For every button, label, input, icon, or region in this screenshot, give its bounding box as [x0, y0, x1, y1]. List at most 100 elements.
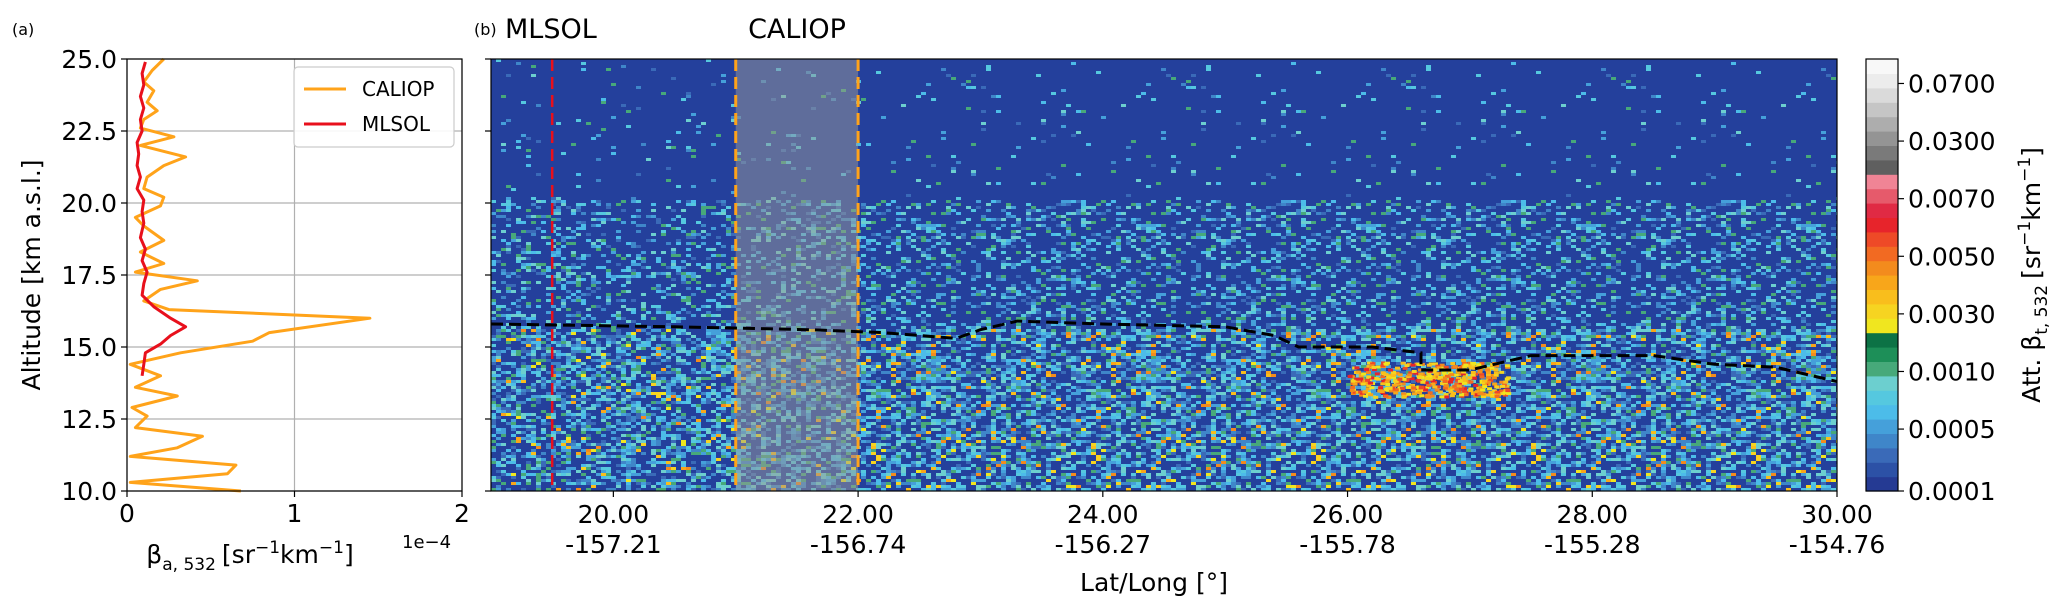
heatmap-cell [591, 377, 596, 380]
heatmap-cell [726, 281, 731, 284]
heatmap-cell [896, 380, 901, 383]
heatmap-cell [596, 428, 601, 431]
heatmap-cell [671, 488, 676, 491]
heatmap-cell [1026, 485, 1031, 488]
heatmap-cell [516, 314, 521, 317]
heatmap-cell [996, 404, 1001, 407]
heatmap-cell [926, 344, 931, 347]
heatmap-cell [571, 413, 576, 416]
heatmap-cell [621, 221, 626, 224]
heatmap-cell [1026, 212, 1031, 215]
heatmap-cell [656, 392, 661, 395]
heatmap-cell [666, 392, 671, 395]
heatmap-cell [621, 374, 626, 377]
heatmap-cell [536, 401, 541, 404]
heatmap-cell [606, 401, 611, 404]
heatmap-cell [661, 428, 666, 431]
heatmap-cell [571, 236, 576, 239]
heatmap-cell [696, 263, 701, 266]
heatmap-cell [541, 380, 546, 383]
heatmap-cell [941, 437, 946, 440]
heatmap-cell [686, 287, 691, 290]
heatmap-cell [1031, 266, 1036, 269]
heatmap-cell [676, 377, 681, 380]
heatmap-cell [691, 242, 696, 245]
heatmap-cell [731, 224, 736, 227]
heatmap-cell [626, 407, 631, 410]
heatmap-cell [886, 416, 891, 419]
heatmap-cell [636, 107, 641, 110]
heatmap-cell [961, 251, 966, 254]
heatmap-cell [546, 479, 551, 482]
heatmap-cell [1036, 401, 1041, 404]
heatmap-cell [906, 488, 911, 491]
heatmap-cell [1006, 239, 1011, 242]
heatmap-cell [496, 443, 501, 446]
heatmap-cell [731, 431, 736, 434]
heatmap-cell [981, 338, 986, 341]
heatmap-cell [601, 212, 606, 215]
heatmap-cell [1026, 398, 1031, 401]
heatmap-cell [586, 350, 591, 353]
heatmap-cell [686, 353, 691, 356]
heatmap-cell [721, 389, 726, 392]
heatmap-cell [931, 257, 936, 260]
heatmap-cell [976, 434, 981, 437]
heatmap-cell [971, 482, 976, 485]
heatmap-cell [941, 212, 946, 215]
heatmap-cell [976, 275, 981, 278]
heatmap-cell [1016, 455, 1021, 458]
heatmap-cell [956, 356, 961, 359]
heatmap-cell [631, 479, 636, 482]
heatmap-cell [606, 344, 611, 347]
heatmap-cell [1026, 374, 1031, 377]
heatmap-cell [1031, 290, 1036, 293]
heatmap-cell [1021, 380, 1026, 383]
heatmap-cell [651, 353, 656, 356]
heatmap-cell [646, 374, 651, 377]
heatmap-cell [581, 344, 586, 347]
heatmap-cell [621, 425, 626, 428]
heatmap-cell [896, 350, 901, 353]
heatmap-cell [926, 437, 931, 440]
heatmap-cell [926, 377, 931, 380]
heatmap-cell [1006, 359, 1011, 362]
heatmap-cell [711, 452, 716, 455]
heatmap-cell [991, 461, 996, 464]
heatmap-cell [631, 272, 636, 275]
heatmap-cell [891, 305, 896, 308]
heatmap-cell [646, 482, 651, 485]
heatmap-cell [936, 242, 941, 245]
heatmap-cell [706, 377, 711, 380]
heatmap-cell [541, 461, 546, 464]
heatmap-cell [1041, 332, 1046, 335]
heatmap-cell [946, 344, 951, 347]
heatmap-cell [971, 407, 976, 410]
heatmap-cell [971, 446, 976, 449]
heatmap-cell [886, 473, 891, 476]
heatmap-cell [626, 389, 631, 392]
heatmap-cell [626, 419, 631, 422]
heatmap-cell [721, 296, 726, 299]
heatmap-cell [576, 413, 581, 416]
heatmap-cell [706, 311, 711, 314]
heatmap-cell [951, 359, 956, 362]
heatmap-cell [1011, 392, 1016, 395]
heatmap-cell [701, 464, 706, 467]
heatmap-cell [1006, 422, 1011, 425]
heatmap-cell [571, 383, 576, 386]
heatmap-cell [526, 386, 531, 389]
heatmap-cell [636, 449, 641, 452]
heatmap-cell [961, 338, 966, 341]
heatmap-cell [716, 458, 721, 461]
heatmap-cell [716, 482, 721, 485]
heatmap-cell [526, 155, 531, 158]
heatmap-cell [511, 203, 516, 206]
heatmap-cell [516, 410, 521, 413]
heatmap-cell [976, 290, 981, 293]
heatmap-cell [976, 338, 981, 341]
heatmap-cell [516, 206, 521, 209]
heatmap-cell [561, 305, 566, 308]
heatmap-cell [996, 452, 1001, 455]
heatmap-cell [971, 386, 976, 389]
